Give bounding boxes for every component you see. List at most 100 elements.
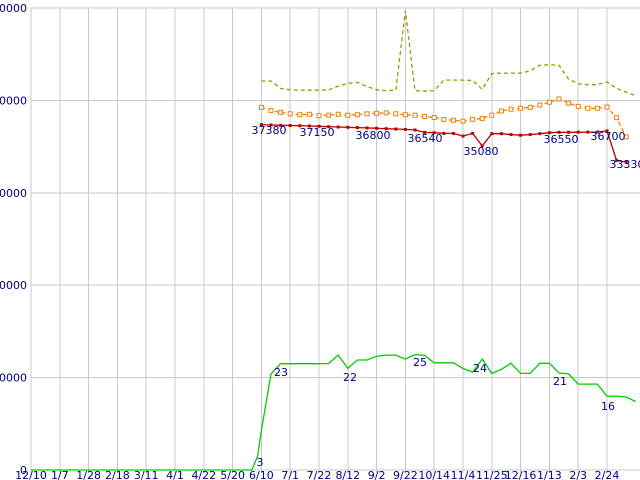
orange-dashed-line-marker — [489, 112, 495, 118]
dark-red-line-marker — [528, 133, 532, 137]
orange-dashed-line-marker — [585, 105, 591, 111]
orange-dashed-line-marker — [306, 111, 312, 117]
orange-dashed-line-marker — [278, 109, 284, 115]
x-axis-tick-label: 7/1 — [281, 469, 299, 480]
dark-red-line-marker — [317, 124, 321, 128]
orange-dashed-line-marker — [450, 117, 456, 123]
dark-red-line-marker — [605, 129, 609, 133]
data-point-label: 23 — [274, 366, 288, 379]
orange-dashed-line-marker — [441, 116, 447, 122]
dark-red-line-marker — [624, 160, 628, 164]
orange-dashed-line-marker — [566, 100, 572, 106]
x-axis-tick-label: 5/20 — [220, 469, 245, 480]
dark-red-line-marker — [298, 124, 302, 128]
y-axis-tick-label: 20000 — [0, 279, 27, 292]
x-axis-tick-label: 9/22 — [393, 469, 418, 480]
green-line — [31, 353, 637, 471]
dark-red-line-marker — [576, 130, 580, 134]
dark-red-line-marker — [490, 132, 494, 136]
dark-red-line-marker — [519, 133, 523, 137]
data-point-label: 37150 — [300, 126, 335, 139]
orange-dashed-line-marker — [345, 112, 351, 118]
dark-red-line-marker — [279, 123, 283, 127]
x-axis-tick-label: 4/1 — [166, 469, 184, 480]
data-point-label: 25 — [413, 356, 427, 369]
data-point-label: 33330 — [610, 158, 640, 171]
orange-dashed-line-marker — [258, 104, 264, 110]
dark-red-line-marker — [547, 131, 551, 135]
dark-red-line-marker — [355, 126, 359, 130]
dark-red-line-marker — [567, 130, 571, 134]
data-point-label: 3 — [257, 456, 264, 469]
dark-red-line-marker — [346, 125, 350, 129]
orange-dashed-line-marker — [575, 103, 581, 109]
dark-red-line-marker — [394, 127, 398, 131]
orange-dashed-line-marker — [268, 108, 274, 114]
dark-red-line-marker — [615, 158, 619, 162]
orange-dashed-line-marker — [594, 105, 600, 111]
olive-dashed-line — [261, 10, 637, 97]
data-point-label: 21 — [553, 375, 567, 388]
x-axis-tick-label: 3/11 — [134, 469, 159, 480]
orange-dashed-line-marker — [335, 111, 341, 117]
data-point-label: 36540 — [408, 132, 443, 145]
orange-dashed-line-marker — [383, 110, 389, 116]
data-point-label: 36550 — [544, 133, 579, 146]
orange-dashed-line-marker — [431, 114, 437, 120]
orange-dashed-line-marker — [326, 112, 332, 118]
orange-dashed-line-marker — [508, 106, 514, 112]
orange-dashed-line-marker — [604, 104, 610, 110]
orange-dashed-line-marker — [422, 114, 428, 120]
dark-red-line-marker — [413, 128, 417, 132]
orange-dashed-line-marker — [537, 102, 543, 108]
x-axis-tick-label: 1/7 — [51, 469, 69, 480]
dark-red-line-marker — [365, 126, 369, 130]
x-axis-tick-label: 2/24 — [595, 469, 620, 480]
x-axis-tick-label: 7/22 — [307, 469, 332, 480]
dark-red-line-marker — [480, 144, 484, 148]
x-axis-tick-label: 2/3 — [569, 469, 587, 480]
orange-dashed-line-marker — [364, 111, 370, 117]
x-axis-tick-label: 4/22 — [191, 469, 216, 480]
dark-red-line-marker — [259, 123, 263, 127]
orange-dashed-line-marker — [412, 112, 418, 118]
orange-dashed-line-marker — [479, 115, 485, 121]
dark-red-line-marker — [451, 131, 455, 135]
x-axis-tick-label: 12/16 — [505, 469, 537, 480]
x-axis-tick-label: 1/28 — [76, 469, 101, 480]
orange-dashed-line-marker — [393, 111, 399, 117]
dark-red-line-marker — [423, 130, 427, 134]
y-axis-tick-label: 10000 — [0, 372, 27, 385]
x-axis-tick-label: 11/4 — [451, 469, 476, 480]
orange-dashed-line-marker — [287, 111, 293, 117]
orange-dashed-line-marker — [546, 99, 552, 105]
dark-red-line-marker — [538, 132, 542, 136]
data-point-label: 36700 — [591, 130, 626, 143]
x-axis-tick-label: 6/10 — [249, 469, 274, 480]
x-axis-tick-label: 1/13 — [537, 469, 562, 480]
orange-dashed-line-marker — [470, 116, 476, 122]
orange-dashed-line-marker — [623, 134, 629, 140]
x-axis-tick-label: 8/12 — [335, 469, 360, 480]
dark-red-line-marker — [586, 130, 590, 134]
orange-dashed-line-marker — [354, 112, 360, 118]
y-axis-tick-label: 0 — [20, 464, 27, 477]
dark-red-line-marker — [432, 131, 436, 135]
x-axis-tick-label: 12/10 — [15, 469, 47, 480]
orange-dashed-line-marker — [498, 108, 504, 114]
orange-dashed-line-marker — [527, 104, 533, 110]
data-point-label: 22 — [343, 371, 357, 384]
y-axis-tick-label: 50000 — [0, 2, 27, 15]
dark-red-line-marker — [403, 127, 407, 131]
dark-red-line-marker — [499, 132, 503, 136]
dark-red-line-marker — [269, 123, 273, 127]
data-point-label: 24 — [473, 362, 487, 375]
data-point-label: 37380 — [252, 124, 287, 137]
orange-dashed-line-marker — [614, 115, 620, 121]
data-point-label: 35080 — [464, 145, 499, 158]
y-axis-tick-label: 40000 — [0, 94, 27, 107]
x-axis-tick-label: 2/18 — [105, 469, 130, 480]
dark-red-line-marker — [595, 130, 599, 134]
